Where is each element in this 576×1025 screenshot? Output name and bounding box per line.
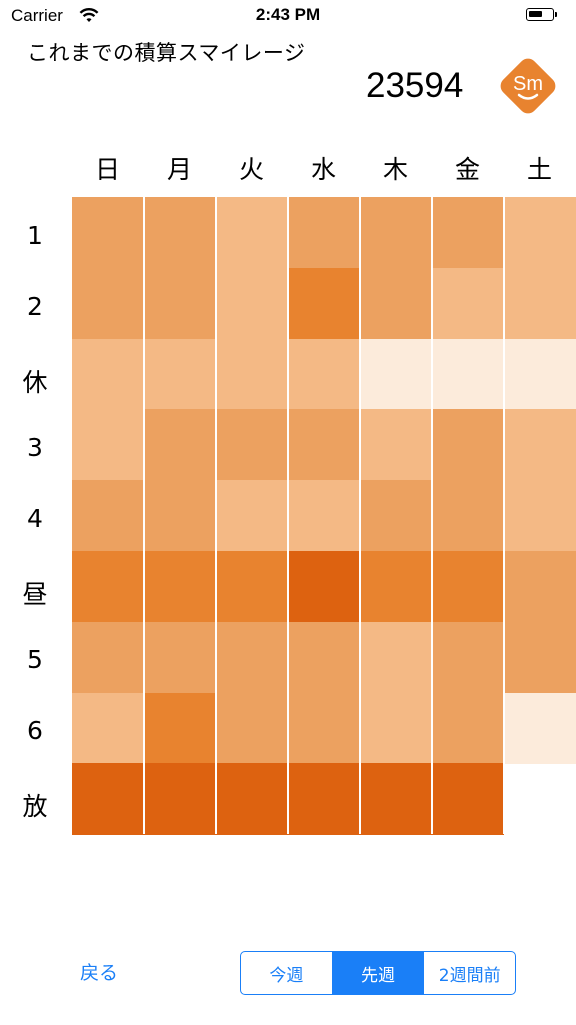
column-divider bbox=[215, 197, 217, 834]
heatmap-cell bbox=[216, 197, 288, 269]
heatmap-cell bbox=[288, 551, 360, 623]
period-2: 2 bbox=[27, 292, 43, 321]
heatmap-cell bbox=[288, 763, 360, 835]
heatmap-cell bbox=[144, 338, 216, 410]
logo-text: Sm bbox=[513, 73, 543, 95]
period-4: 4 bbox=[27, 504, 43, 533]
period-6: 6 bbox=[27, 716, 43, 745]
heatmap-cell bbox=[432, 763, 504, 835]
heatmap-cell bbox=[360, 480, 432, 552]
carrier-label: Carrier bbox=[11, 6, 63, 25]
heatmap-cell bbox=[432, 267, 504, 340]
wifi-icon bbox=[79, 8, 99, 22]
period-1: 1 bbox=[27, 221, 43, 250]
heatmap-cell bbox=[72, 480, 144, 552]
heatmap-cell bbox=[216, 409, 288, 481]
day-wed: 水 bbox=[310, 155, 336, 184]
smileage-logo-icon: Sm bbox=[500, 58, 556, 114]
week-segmented-control[interactable]: 今週 先週 2週間前 bbox=[240, 951, 516, 995]
segment-this-week[interactable]: 今週 bbox=[241, 952, 333, 994]
day-sat: 土 bbox=[526, 155, 552, 184]
column-divider bbox=[143, 197, 145, 834]
heatmap-cell bbox=[504, 692, 576, 764]
heatmap-cell bbox=[144, 409, 216, 481]
day-mon: 月 bbox=[166, 155, 192, 184]
heatmap-cell bbox=[432, 692, 504, 764]
column-divider bbox=[431, 197, 433, 834]
heatmap-cell bbox=[360, 621, 432, 694]
heatmap-cell bbox=[216, 267, 288, 340]
heatmap-cell bbox=[432, 197, 504, 269]
heatmap-cell bbox=[288, 338, 360, 410]
heatmap-cell bbox=[216, 338, 288, 410]
heatmap-cell bbox=[72, 197, 144, 269]
heatmap-cell bbox=[432, 338, 504, 410]
heatmap-cell bbox=[504, 338, 576, 410]
heatmap-cell bbox=[72, 338, 144, 410]
day-fri: 金 bbox=[454, 155, 480, 184]
heatmap-cell bbox=[216, 763, 288, 835]
column-divider bbox=[503, 197, 505, 834]
heatmap-cell bbox=[288, 197, 360, 269]
heatmap-cell bbox=[504, 197, 576, 269]
day-thu: 木 bbox=[382, 155, 408, 184]
heatmap-cell bbox=[144, 480, 216, 552]
heatmap-cell bbox=[216, 480, 288, 552]
period-3: 3 bbox=[27, 433, 43, 462]
heatmap-cell bbox=[360, 267, 432, 340]
heatmap-cell bbox=[504, 409, 576, 481]
status-bar: Carrier 2:43 PM bbox=[0, 0, 576, 34]
heatmap-cell bbox=[360, 763, 432, 835]
heatmap-cell bbox=[72, 267, 144, 340]
heatmap-cell bbox=[144, 551, 216, 623]
period-lunch: 昼 bbox=[22, 580, 48, 609]
heatmap-cell bbox=[144, 763, 216, 835]
heatmap-cell bbox=[360, 551, 432, 623]
heatmap-cell bbox=[432, 551, 504, 623]
heatmap-cell bbox=[288, 409, 360, 481]
heatmap-cell bbox=[72, 692, 144, 764]
heatmap-cell bbox=[360, 338, 432, 410]
heatmap-cell bbox=[216, 692, 288, 764]
heatmap-cell bbox=[432, 409, 504, 481]
heatmap-cell bbox=[72, 763, 144, 835]
segment-last-week[interactable]: 先週 bbox=[332, 952, 425, 994]
heatmap-cell bbox=[288, 267, 360, 340]
heatmap-cell bbox=[144, 692, 216, 764]
battery-icon bbox=[526, 8, 554, 21]
segment-two-weeks-ago[interactable]: 2週間前 bbox=[438, 965, 501, 986]
heatmap-cell bbox=[288, 480, 360, 552]
heatmap-cell bbox=[216, 621, 288, 694]
column-divider bbox=[287, 197, 289, 834]
heatmap-cell bbox=[288, 692, 360, 764]
heatmap-cell bbox=[72, 409, 144, 481]
period-break: 休 bbox=[22, 368, 48, 397]
heatmap-cell bbox=[144, 197, 216, 269]
day-sun: 日 bbox=[94, 155, 120, 184]
clock: 2:43 PM bbox=[255, 5, 321, 24]
back-button[interactable]: 戻る bbox=[80, 962, 119, 984]
heatmap-cell bbox=[360, 197, 432, 269]
heatmap-cell bbox=[72, 621, 144, 694]
battery-tip bbox=[555, 12, 557, 17]
period-5: 5 bbox=[27, 645, 43, 674]
heatmap-cell bbox=[144, 267, 216, 340]
heatmap-cell bbox=[72, 551, 144, 623]
heatmap-cell bbox=[144, 621, 216, 694]
column-divider bbox=[359, 197, 361, 834]
period-after-school: 放 bbox=[22, 792, 48, 821]
heatmap-cell bbox=[432, 621, 504, 694]
heatmap-cell bbox=[216, 551, 288, 623]
heatmap-cell bbox=[504, 621, 576, 694]
heatmap-cell bbox=[360, 409, 432, 481]
heatmap-cell bbox=[432, 480, 504, 552]
heatmap-cell bbox=[360, 692, 432, 764]
mileage-score: 23594 bbox=[366, 66, 464, 105]
heatmap-cell bbox=[504, 267, 576, 340]
heatmap-cell bbox=[504, 551, 576, 623]
page-title: これまでの積算スマイレージ bbox=[27, 41, 306, 65]
day-tue: 火 bbox=[238, 155, 264, 184]
heatmap-cell bbox=[288, 621, 360, 694]
heatmap-cell bbox=[504, 480, 576, 552]
